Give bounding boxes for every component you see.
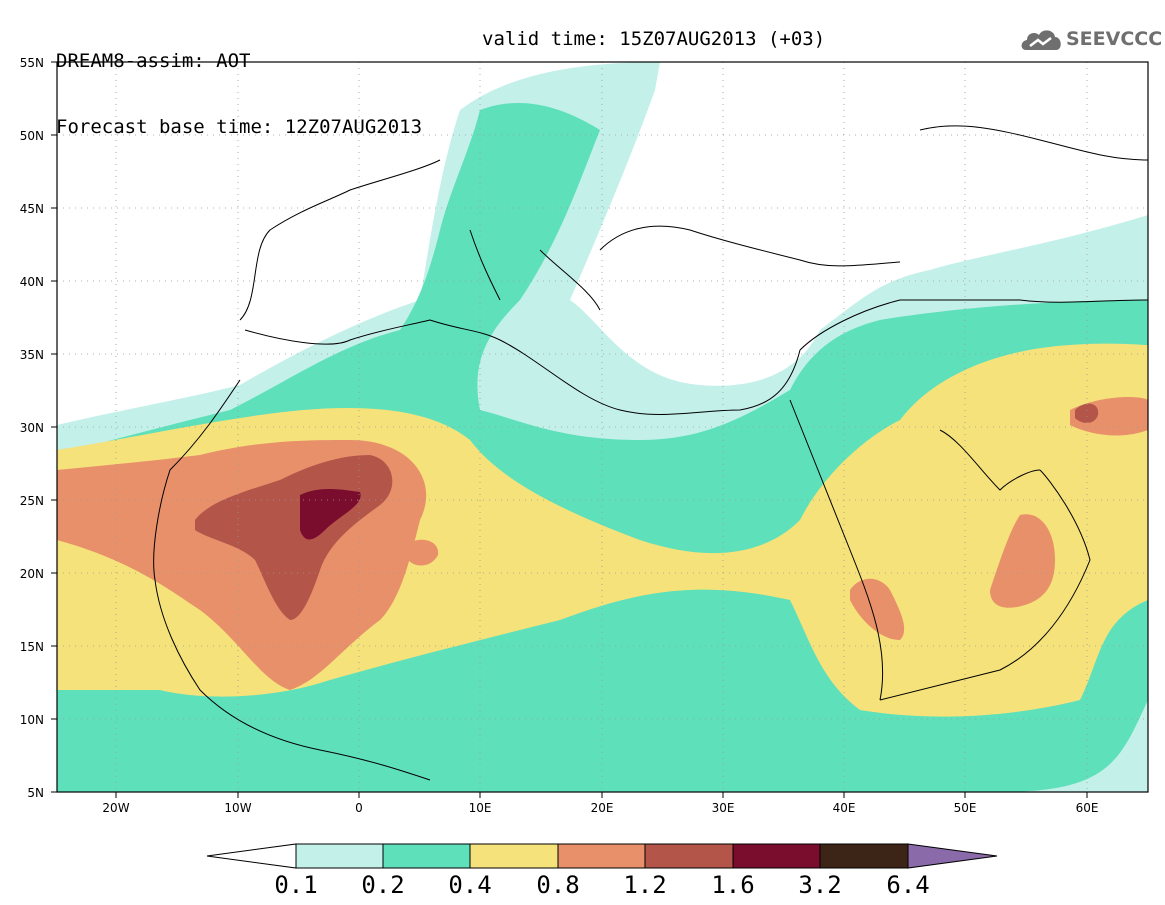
title-base-time: Forecast base time: 12Z07AUG2013 xyxy=(56,116,423,138)
colorbar-label: 1.6 xyxy=(711,871,754,899)
aot-contour-fill xyxy=(57,62,1148,792)
lat-label: 35N xyxy=(20,348,44,362)
lat-label: 25N xyxy=(20,494,44,508)
logo-text: SEEVCCC xyxy=(1066,28,1163,50)
lat-label: 30N xyxy=(20,421,44,435)
lat-ticks xyxy=(51,61,57,793)
lon-ticks xyxy=(115,792,1088,798)
colorbar-swatch xyxy=(295,843,384,869)
seevccc-logo: SEEVCCC xyxy=(1018,22,1162,58)
cloud-icon xyxy=(1021,30,1061,50)
colorbar-label: 0.4 xyxy=(448,871,491,899)
lon-label: 20W xyxy=(102,801,129,815)
colorbar-high-arrow xyxy=(907,843,998,869)
colorbar-swatch xyxy=(732,843,821,869)
lon-label: 20E xyxy=(591,801,614,815)
lat-axis: 55N 50N 45N 40N 35N 30N 25N 20N 15N 10N … xyxy=(20,56,44,800)
lon-label: 30E xyxy=(712,801,735,815)
lon-label: 40E xyxy=(833,801,856,815)
lat-label: 55N xyxy=(20,56,44,70)
lon-label: 50E xyxy=(954,801,977,815)
lon-label: 60E xyxy=(1076,801,1099,815)
colorbar-swatch xyxy=(469,843,559,869)
colorbar-swatch xyxy=(557,843,646,869)
colorbar-label: 0.2 xyxy=(361,871,404,899)
colorbar-label: 0.8 xyxy=(536,871,579,899)
aot-band-1.6 xyxy=(300,488,361,540)
coastlines xyxy=(153,125,1148,781)
title-valid-time: valid time: 15Z07AUG2013 (+03) xyxy=(482,28,826,50)
colorbar-label: 1.2 xyxy=(623,871,666,899)
colorbar-label: 3.2 xyxy=(798,871,841,899)
title-product: DREAM8-assim: AOT xyxy=(56,50,251,72)
colorbar xyxy=(206,843,998,869)
map-title: DREAM8-assim: AOT Forecast base time: 12… xyxy=(56,6,422,160)
lat-label: 50N xyxy=(20,129,44,143)
lon-label: 10W xyxy=(224,801,251,815)
lon-label: 10E xyxy=(469,801,492,815)
lon-label: 0 xyxy=(355,801,363,815)
colorbar-swatch xyxy=(644,843,734,869)
lat-label: 45N xyxy=(20,202,44,216)
lat-label: 5N xyxy=(27,786,44,800)
colorbar-labels: 0.1 0.2 0.4 0.8 1.2 1.6 3.2 6.4 xyxy=(274,871,929,899)
aot-band-0.8-redsea xyxy=(850,578,905,640)
aot-band-0.8-blob xyxy=(405,539,439,566)
lat-label: 15N xyxy=(20,640,44,654)
colorbar-swatch xyxy=(819,843,909,869)
colorbar-swatch xyxy=(382,843,471,869)
aot-band-1.2-east xyxy=(1075,403,1099,423)
colorbar-label: 6.4 xyxy=(886,871,929,899)
lon-axis: 20W 10W 0 10E 20E 30E 40E 50E 60E xyxy=(102,801,1098,815)
lat-label: 20N xyxy=(20,567,44,581)
lat-label: 10N xyxy=(20,713,44,727)
lat-label: 40N xyxy=(20,275,44,289)
colorbar-label: 0.1 xyxy=(274,871,317,899)
aot-band-0.8-arabia xyxy=(990,514,1055,608)
colorbar-low-arrow xyxy=(206,843,297,869)
